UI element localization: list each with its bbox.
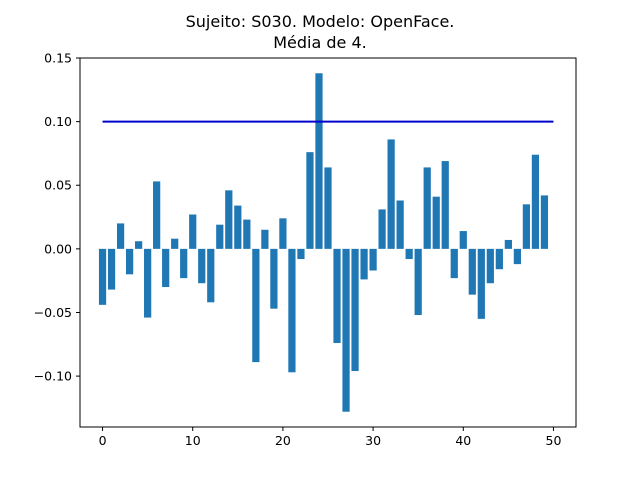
x-tick-label-50: 50 bbox=[546, 433, 562, 448]
bar-4 bbox=[135, 241, 143, 249]
bar-5 bbox=[144, 248, 152, 318]
bar-15 bbox=[234, 205, 242, 249]
bar-22 bbox=[297, 248, 305, 260]
bar-14 bbox=[225, 190, 233, 249]
bar-30 bbox=[369, 248, 377, 271]
bar-41 bbox=[468, 248, 476, 295]
chart-title: Sujeito: S030. Modelo: OpenFace. bbox=[185, 12, 455, 31]
x-tick-label-40: 40 bbox=[455, 433, 471, 448]
bar-23 bbox=[306, 152, 314, 249]
bar-45 bbox=[504, 239, 512, 249]
bar-13 bbox=[216, 224, 224, 249]
bar-39 bbox=[450, 248, 458, 279]
bar-0 bbox=[98, 248, 107, 305]
bar-29 bbox=[360, 248, 368, 280]
bar-46 bbox=[513, 248, 521, 265]
bar-19 bbox=[270, 248, 278, 309]
bar-18 bbox=[261, 229, 269, 249]
x-tick-label-0: 0 bbox=[99, 433, 107, 448]
bar-20 bbox=[279, 218, 287, 249]
axes-frame bbox=[79, 57, 577, 428]
x-tick-label-10: 10 bbox=[185, 433, 201, 448]
bar-26 bbox=[333, 248, 341, 344]
bar-35 bbox=[414, 248, 422, 316]
y-tick-label-0: 0.15 bbox=[44, 51, 72, 66]
bar-7 bbox=[162, 248, 170, 288]
y-tick-label-5: −0.10 bbox=[34, 369, 72, 384]
bar-24 bbox=[315, 73, 323, 249]
bar-10 bbox=[189, 214, 197, 249]
bar-8 bbox=[171, 238, 179, 249]
bar-31 bbox=[378, 209, 386, 249]
y-tick-label-1: 0.10 bbox=[44, 114, 72, 129]
bar-48 bbox=[531, 154, 540, 249]
x-tick-label-30: 30 bbox=[365, 433, 381, 448]
chart-subtitle: Média de 4. bbox=[273, 33, 367, 52]
bar-43 bbox=[486, 248, 494, 284]
bar-47 bbox=[522, 204, 531, 249]
bar-44 bbox=[495, 248, 503, 270]
bar-40 bbox=[459, 231, 467, 249]
bar-37 bbox=[432, 196, 440, 249]
bar-27 bbox=[342, 248, 350, 412]
bar-6 bbox=[153, 181, 161, 249]
bar-3 bbox=[125, 248, 134, 275]
bar-49 bbox=[540, 195, 549, 249]
bar-25 bbox=[324, 167, 332, 249]
bar-38 bbox=[441, 161, 449, 249]
bar-9 bbox=[180, 248, 188, 279]
bar-34 bbox=[405, 248, 413, 260]
y-tick-label-4: −0.05 bbox=[34, 305, 72, 320]
bar-21 bbox=[288, 248, 296, 373]
y-tick-label-3: 0.00 bbox=[44, 241, 72, 256]
bar-17 bbox=[252, 248, 260, 363]
bar-16 bbox=[243, 219, 251, 249]
x-tick-label-20: 20 bbox=[275, 433, 291, 448]
bar-2 bbox=[116, 223, 125, 249]
bar-11 bbox=[198, 248, 206, 284]
bar-32 bbox=[387, 139, 395, 249]
bar-12 bbox=[207, 248, 215, 303]
bar-33 bbox=[396, 200, 404, 249]
bar-1 bbox=[107, 248, 116, 290]
y-tick-label-2: 0.05 bbox=[44, 178, 72, 193]
bar-36 bbox=[423, 167, 431, 249]
bar-28 bbox=[351, 248, 359, 372]
bar-42 bbox=[477, 248, 485, 319]
